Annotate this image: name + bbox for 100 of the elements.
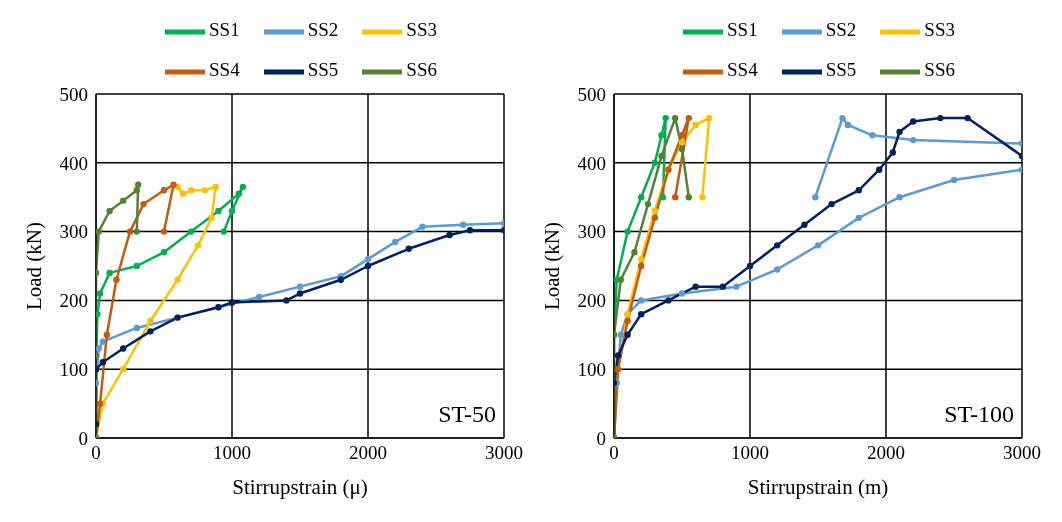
point (638, 194, 645, 201)
point (733, 283, 740, 290)
point (170, 181, 177, 189)
point (896, 194, 903, 201)
point (212, 183, 219, 191)
point (96, 345, 102, 352)
point (651, 159, 658, 166)
point (658, 132, 665, 139)
point (103, 331, 111, 338)
point (638, 262, 645, 270)
legend-label: SS5 (825, 59, 857, 81)
point (774, 242, 781, 249)
point (624, 331, 631, 338)
point (651, 207, 658, 215)
point (685, 114, 692, 122)
point (140, 200, 147, 208)
point (651, 214, 658, 222)
point (665, 297, 672, 304)
point (194, 242, 202, 249)
annotation: ST-100 (944, 401, 1014, 428)
legend-label: SS1 (209, 19, 240, 41)
legend-label: SS6 (924, 59, 955, 81)
point (201, 187, 208, 194)
legend-label: SS6 (406, 59, 437, 81)
point (120, 197, 127, 204)
y-tick-label: 100 (59, 358, 88, 380)
point (746, 262, 754, 270)
point (466, 227, 474, 234)
point (179, 190, 187, 197)
x-axis-title: Stirrupstrain (m) (747, 475, 889, 499)
y-tick-label: 200 (59, 290, 88, 312)
point (283, 297, 290, 304)
point (188, 228, 195, 235)
y-tick-label: 0 (596, 427, 606, 449)
legend-label: SS5 (307, 59, 339, 81)
point (869, 132, 876, 139)
point (147, 317, 154, 325)
point (678, 290, 686, 297)
x-tick-label: 3000 (1003, 442, 1041, 464)
point (855, 187, 862, 194)
point (855, 214, 862, 222)
point (134, 181, 142, 189)
point (256, 293, 263, 301)
y-tick-label: 300 (59, 221, 88, 243)
legend-label: SS4 (209, 59, 240, 81)
y-tick-label: 0 (78, 427, 88, 449)
point (828, 200, 835, 208)
point (678, 132, 686, 139)
y-tick-label: 200 (577, 290, 606, 312)
point (678, 145, 686, 153)
point (937, 114, 944, 122)
point (96, 290, 104, 297)
point (839, 114, 846, 122)
x-tick-label: 1000 (213, 442, 251, 464)
point (638, 310, 645, 318)
x-tick-label: 2000 (349, 442, 387, 464)
point (99, 359, 106, 366)
y-tick-label: 300 (577, 221, 606, 243)
y-tick-label: 500 (59, 83, 88, 105)
point (638, 255, 645, 263)
point (239, 183, 247, 191)
point (99, 338, 106, 345)
point (235, 190, 242, 197)
point (364, 255, 372, 263)
y-tick-label: 400 (59, 152, 88, 174)
point (910, 118, 917, 125)
point (228, 299, 236, 306)
point (692, 121, 699, 129)
x-axis-title: Stirrupstrain (μ) (232, 475, 368, 499)
point (147, 328, 154, 335)
legend-label: SS3 (406, 19, 437, 41)
point (133, 228, 140, 235)
point (174, 276, 181, 283)
x-tick-label: 3000 (485, 442, 523, 464)
point (644, 200, 652, 208)
point (658, 152, 665, 160)
y-axis-title: Load (kN) (540, 221, 565, 311)
legend-label: SS2 (825, 19, 857, 41)
point (614, 352, 622, 359)
legend-label: SS3 (924, 19, 955, 41)
point (364, 262, 372, 270)
point (208, 214, 215, 222)
point (876, 166, 883, 173)
point (774, 266, 781, 273)
point (719, 283, 726, 290)
y-tick-label: 100 (577, 358, 606, 380)
point (296, 283, 304, 290)
x-tick-label: 2000 (867, 442, 905, 464)
legend-label: SS4 (727, 59, 758, 81)
point (419, 223, 426, 230)
point (215, 207, 222, 215)
point (188, 187, 195, 194)
point (950, 176, 958, 184)
annotation: ST-50 (438, 401, 496, 428)
point (692, 283, 699, 290)
point (106, 207, 113, 215)
point (126, 228, 134, 235)
point (706, 114, 713, 122)
point (662, 114, 669, 122)
y-axis-title: Load (kN) (22, 221, 47, 311)
